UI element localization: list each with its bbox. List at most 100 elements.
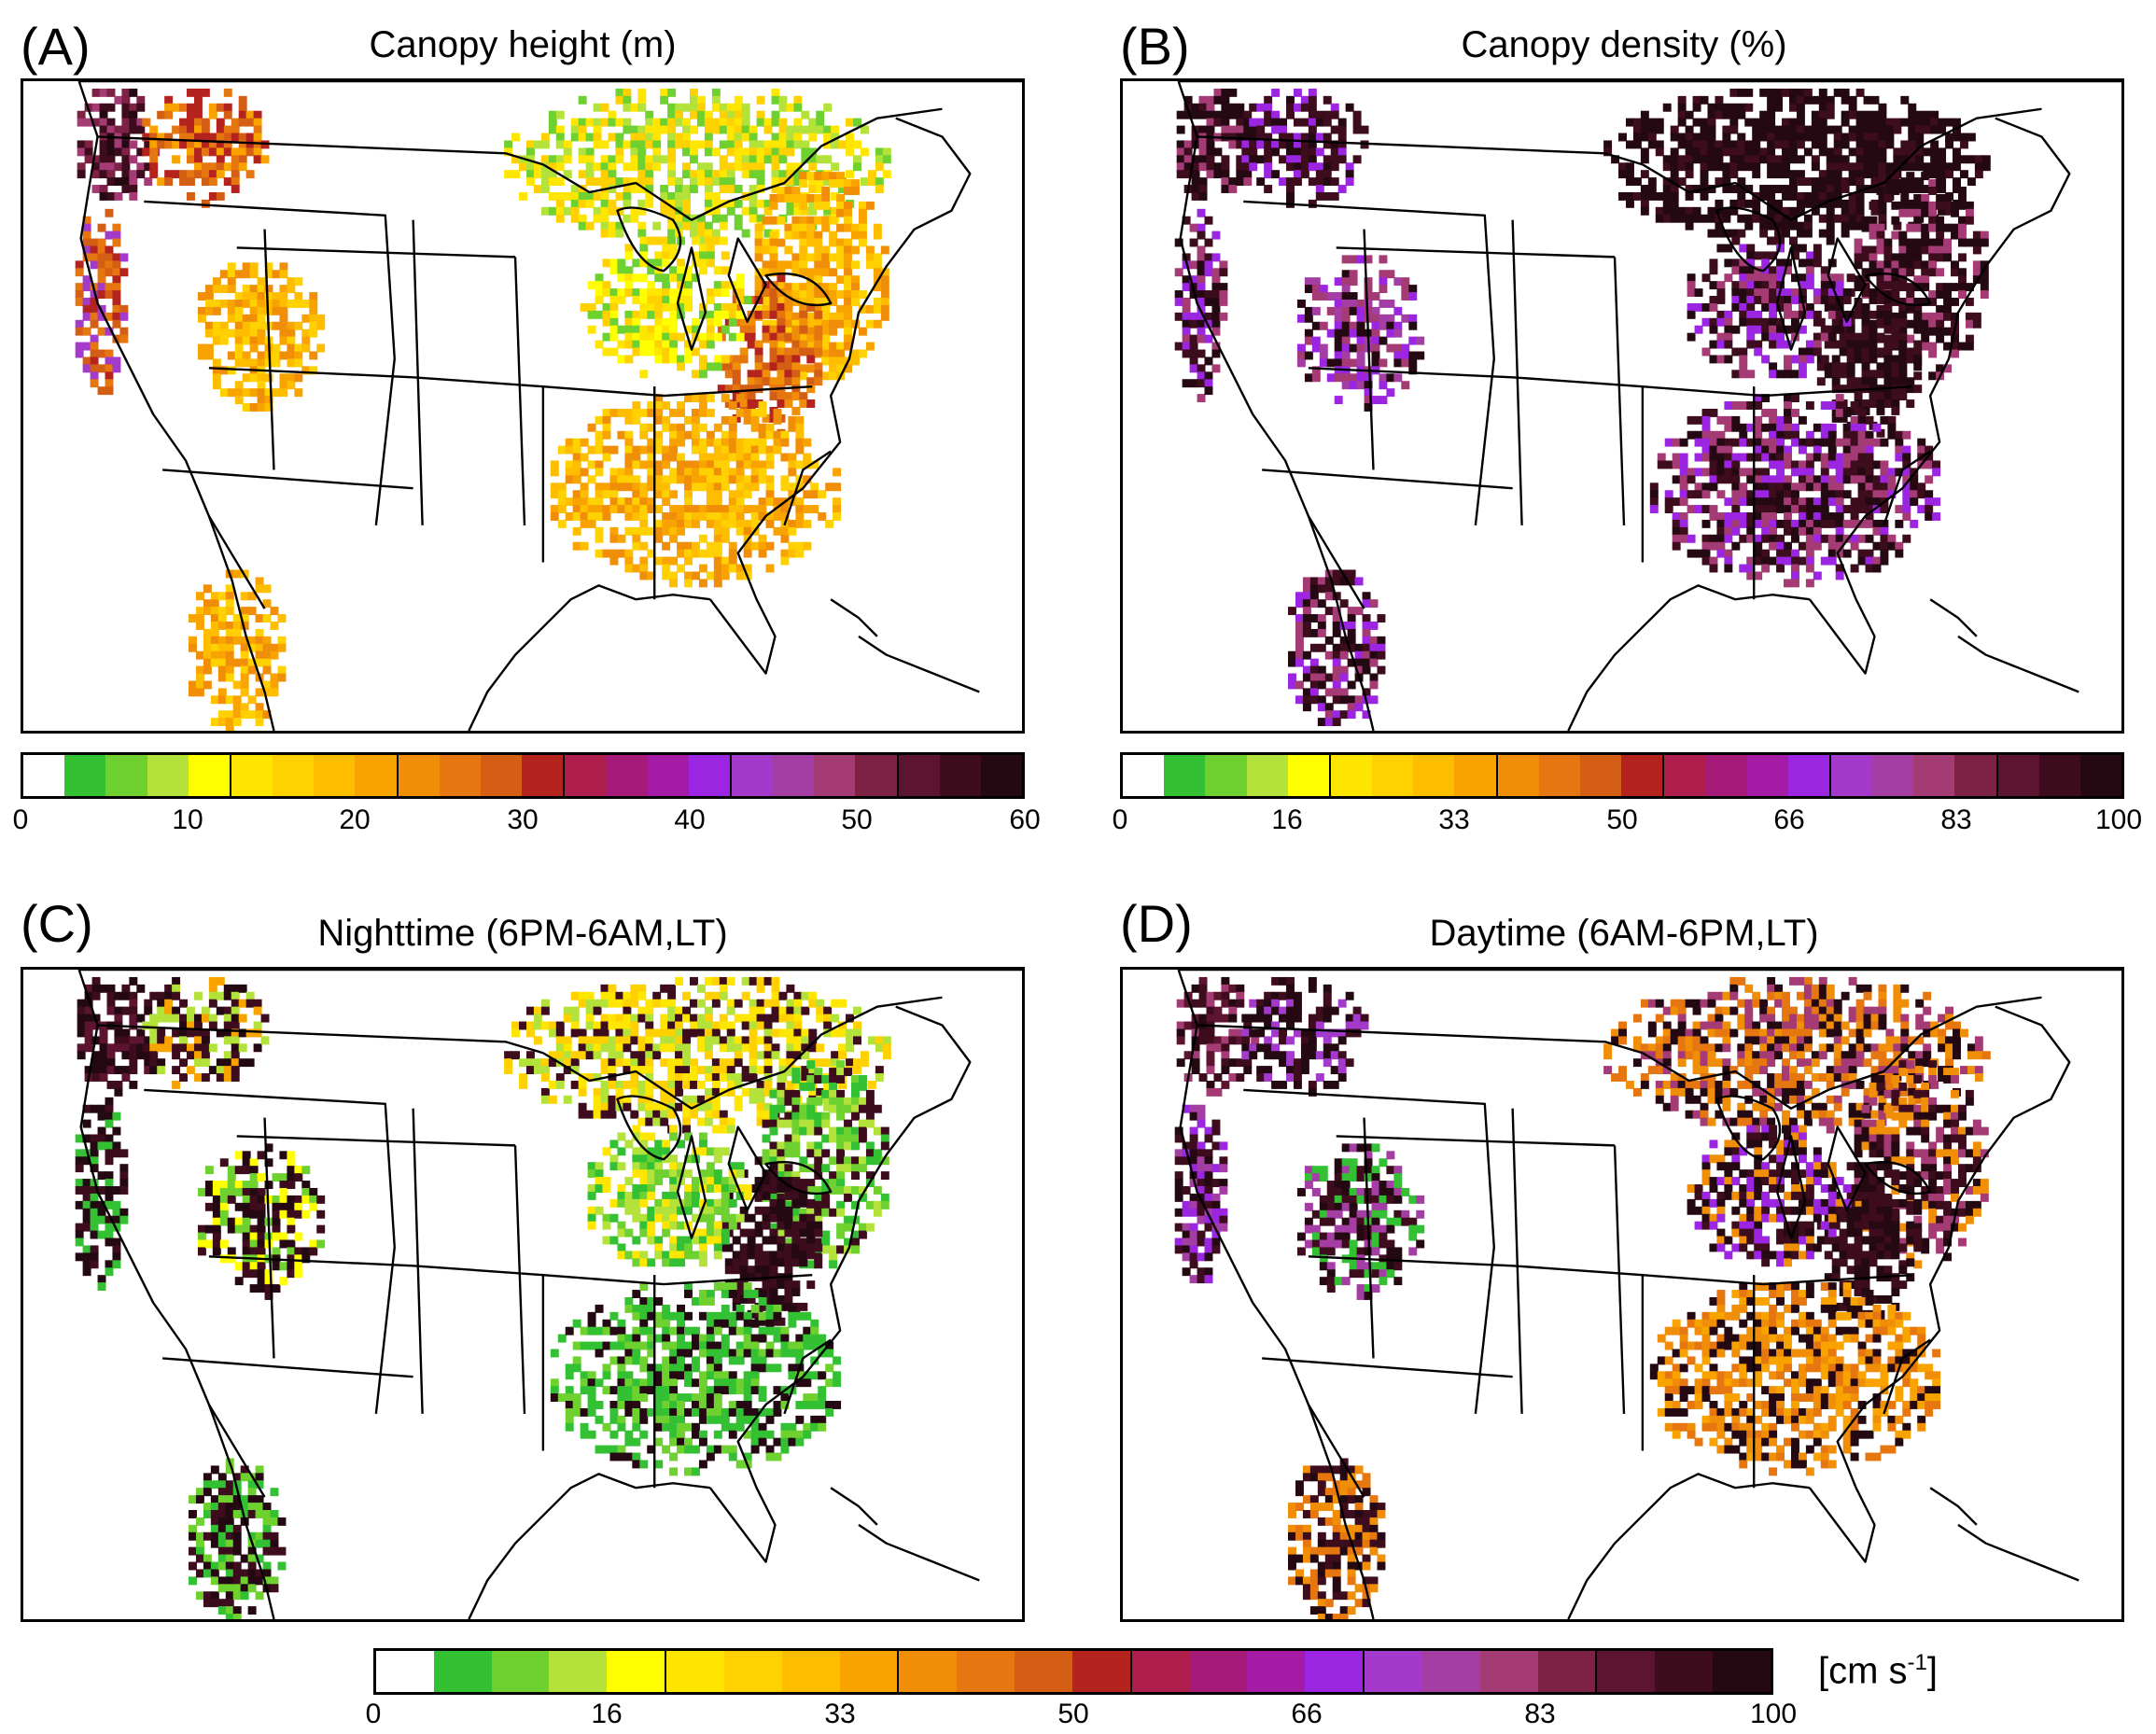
vegetation-cell	[1707, 140, 1716, 149]
panel-b-tick-0: 0	[1112, 804, 1128, 835]
vegetation-cell	[1349, 381, 1358, 390]
vegetation-cell	[623, 177, 632, 187]
vegetation-cell	[82, 245, 91, 255]
vegetation-cell	[565, 468, 574, 477]
vegetation-cell	[294, 299, 303, 308]
vegetation-cell	[1883, 334, 1893, 343]
vegetation-cell	[1820, 355, 1829, 364]
vegetation-cell	[97, 1104, 106, 1113]
vegetation-cell	[1913, 317, 1923, 327]
vegetation-cell	[1835, 460, 1844, 469]
vegetation-cell	[654, 401, 664, 410]
vegetation-cell	[264, 388, 273, 398]
vegetation-cell	[1264, 170, 1273, 179]
vegetation-cell	[728, 445, 737, 454]
vegetation-cell	[1887, 468, 1897, 477]
vegetation-cell	[726, 147, 735, 157]
vegetation-cell	[1923, 118, 1932, 127]
vegetation-cell	[1835, 564, 1844, 573]
vegetation-cell	[1776, 266, 1785, 275]
vegetation-cell	[1974, 162, 1983, 172]
vegetation-cell	[1842, 296, 1852, 304]
vegetation-cell	[1632, 140, 1642, 149]
vegetation-cell	[778, 95, 788, 105]
vegetation-cell	[97, 223, 106, 232]
vegetation-cell	[1662, 214, 1672, 223]
vegetation-cell	[1731, 236, 1741, 245]
vegetation-cell	[756, 170, 765, 179]
vegetation-cell	[217, 688, 227, 697]
vegetation-cell	[255, 628, 264, 637]
vegetation-cell	[1724, 445, 1733, 454]
vegetation-cell	[1707, 162, 1716, 172]
vegetation-cell	[669, 423, 679, 432]
vegetation-cell	[1182, 319, 1191, 329]
vegetation-cell	[637, 147, 647, 157]
vegetation-cell	[121, 1043, 131, 1053]
vegetation-cell	[704, 177, 713, 187]
vegetation-cell	[1401, 351, 1410, 360]
vegetation-cell	[617, 482, 626, 492]
vegetation-cell	[1722, 177, 1731, 187]
vegetation-cell	[808, 185, 818, 193]
vegetation-cell	[784, 302, 793, 312]
vegetation-cell	[777, 310, 786, 319]
vegetation-cell	[1915, 177, 1925, 187]
vegetation-cell	[851, 187, 860, 195]
vegetation-cell	[669, 526, 679, 536]
vegetation-cell	[624, 310, 634, 319]
vegetation-cell	[1938, 147, 1947, 157]
vegetation-cell	[105, 1171, 114, 1181]
vegetation-cell	[1685, 125, 1694, 134]
vegetation-cell	[1334, 373, 1343, 383]
vegetation-cell	[1293, 155, 1302, 164]
vegetation-cell	[1784, 310, 1792, 319]
vegetation-cell	[223, 88, 232, 97]
vegetation-cell	[90, 1104, 99, 1113]
vegetation-cell	[203, 636, 212, 645]
vegetation-cell	[301, 299, 311, 308]
vegetation-cell	[136, 118, 146, 127]
vegetation-cell	[662, 273, 671, 283]
vegetation-cell	[1959, 170, 1968, 179]
vegetation-cell	[654, 296, 664, 304]
vegetation-cell	[1895, 549, 1904, 558]
vegetation-cell	[1869, 377, 1878, 386]
vegetation-cell	[255, 710, 264, 720]
vegetation-cell	[262, 584, 272, 594]
vegetation-cell	[112, 238, 121, 247]
vegetation-cell	[1774, 155, 1784, 164]
vegetation-cell	[691, 460, 700, 469]
vegetation-cell	[1951, 342, 1959, 351]
vegetation-cell	[660, 191, 669, 201]
vegetation-cell	[1769, 251, 1778, 260]
vegetation-cell	[1913, 340, 1923, 349]
vegetation-cell	[814, 319, 823, 329]
vegetation-cell	[1632, 125, 1642, 134]
vegetation-cell	[1198, 185, 1208, 193]
vegetation-cell	[1677, 162, 1687, 172]
vegetation-cell	[197, 314, 206, 323]
vegetation-cell	[1649, 490, 1659, 499]
vegetation-cell	[1379, 285, 1388, 294]
vegetation-cell	[1835, 408, 1844, 417]
vegetation-cell	[1769, 534, 1778, 543]
vegetation-cell	[1349, 277, 1358, 287]
vegetation-cell	[1349, 255, 1358, 264]
vegetation-cell	[1174, 312, 1183, 321]
boundary-line	[1808, 117, 2071, 675]
vegetation-cell	[1921, 231, 1930, 240]
vegetation-cell	[227, 277, 236, 287]
vegetation-cell	[615, 133, 624, 142]
vegetation-cell	[1906, 385, 1915, 394]
vegetation-cell	[1731, 423, 1741, 432]
vegetation-cell	[721, 438, 730, 447]
vegetation-cell	[1271, 88, 1281, 97]
vegetation-cell	[1788, 170, 1798, 179]
vegetation-cell	[756, 110, 765, 119]
vegetation-cell	[208, 1021, 217, 1030]
vegetation-cell	[747, 370, 756, 379]
vegetation-cell	[630, 177, 639, 187]
boundary-line	[1642, 107, 2042, 221]
vegetation-cell	[106, 991, 116, 1000]
